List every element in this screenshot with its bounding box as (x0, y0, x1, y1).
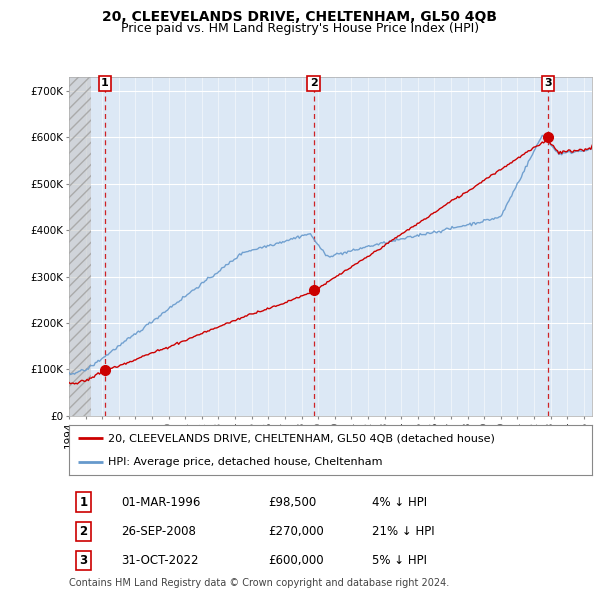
Text: 2: 2 (310, 78, 317, 88)
Text: 20, CLEEVELANDS DRIVE, CHELTENHAM, GL50 4QB: 20, CLEEVELANDS DRIVE, CHELTENHAM, GL50 … (103, 10, 497, 24)
Text: 21% ↓ HPI: 21% ↓ HPI (373, 525, 435, 538)
Bar (69, 77, 91, 416)
Text: 26-SEP-2008: 26-SEP-2008 (121, 525, 196, 538)
Text: Contains HM Land Registry data © Crown copyright and database right 2024.
This d: Contains HM Land Registry data © Crown c… (69, 578, 449, 590)
Text: HPI: Average price, detached house, Cheltenham: HPI: Average price, detached house, Chel… (108, 457, 383, 467)
Text: Price paid vs. HM Land Registry's House Price Index (HPI): Price paid vs. HM Land Registry's House … (121, 22, 479, 35)
Text: £98,500: £98,500 (268, 496, 316, 509)
Text: £600,000: £600,000 (268, 554, 323, 567)
Text: 5% ↓ HPI: 5% ↓ HPI (373, 554, 427, 567)
Text: 20, CLEEVELANDS DRIVE, CHELTENHAM, GL50 4QB (detached house): 20, CLEEVELANDS DRIVE, CHELTENHAM, GL50 … (108, 433, 495, 443)
Text: 01-MAR-1996: 01-MAR-1996 (121, 496, 200, 509)
Text: 1: 1 (80, 496, 88, 509)
Text: £270,000: £270,000 (268, 525, 323, 538)
Text: 2: 2 (80, 525, 88, 538)
Text: 4% ↓ HPI: 4% ↓ HPI (373, 496, 428, 509)
Bar (69, 77, 91, 416)
Text: 3: 3 (544, 78, 551, 88)
Text: 31-OCT-2022: 31-OCT-2022 (121, 554, 199, 567)
Text: 1: 1 (101, 78, 109, 88)
Text: 3: 3 (80, 554, 88, 567)
